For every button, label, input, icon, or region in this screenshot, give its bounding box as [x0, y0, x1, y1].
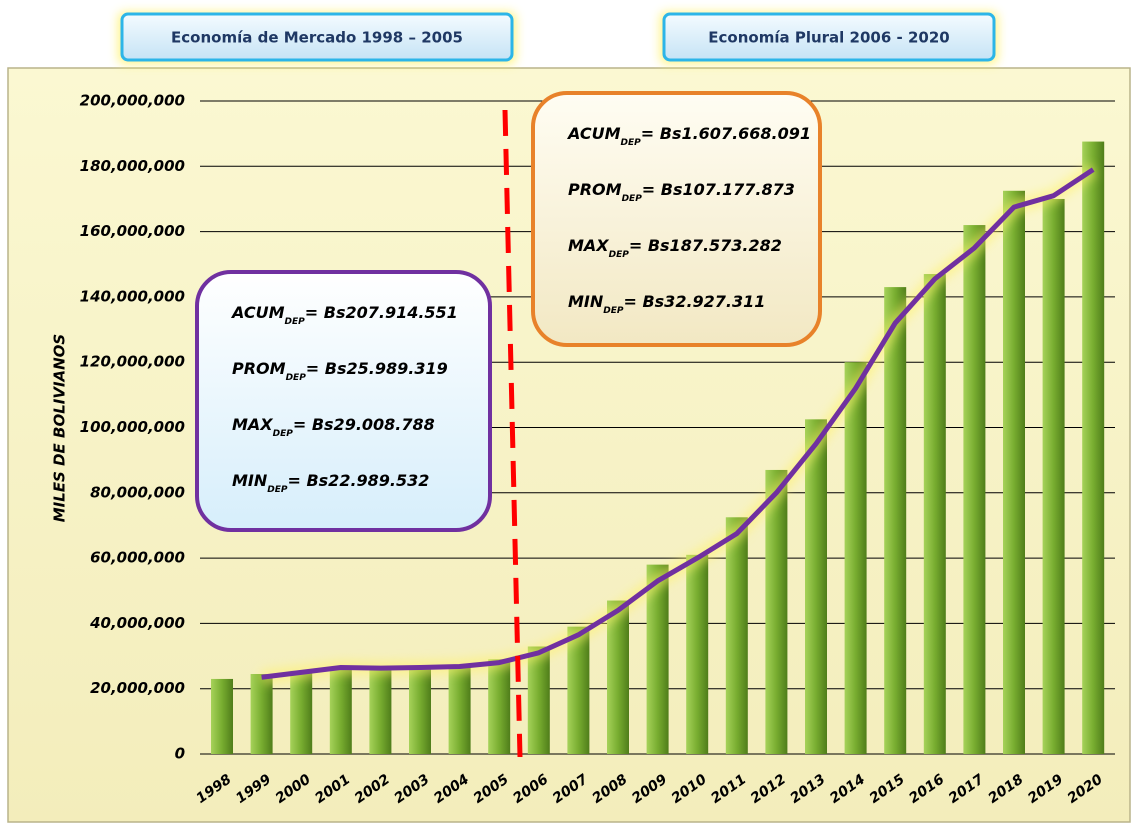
annotation-sub: DEP [285, 317, 306, 327]
y-tick-label: 100,000,000 [80, 418, 185, 436]
y-tick-label: 60,000,000 [90, 549, 185, 567]
bar [567, 626, 590, 754]
bar [1003, 190, 1025, 755]
annotation-value: = Bs207.914.551 [305, 303, 458, 322]
y-tick-label: 80,000,000 [90, 483, 185, 501]
y-tick-label: 120,000,000 [80, 353, 185, 371]
annotation: MAXDEP= Bs29.008.788 [232, 415, 435, 439]
bar [1082, 141, 1105, 754]
bar [290, 670, 313, 754]
y-tick-label: 40,000,000 [89, 614, 185, 632]
y-axis-label: MILES DE BOLIVIANOS [51, 334, 69, 523]
bar [923, 274, 946, 754]
annotation: ACUMDEP= Bs207.914.551 [230, 303, 458, 327]
bar [1042, 198, 1065, 754]
bar [844, 362, 867, 754]
bar [646, 564, 669, 754]
annotation-label: MAX [232, 415, 273, 434]
y-tick-label: 0 [175, 745, 185, 763]
annotation-sub: DEP [286, 373, 307, 383]
bar [884, 287, 907, 754]
annotation-value: = Bs187.573.282 [629, 236, 782, 255]
annotation: ACUMDEP= Bs1.607.668.091 [566, 124, 811, 148]
bar [211, 678, 233, 754]
annotation-label: MIN [568, 292, 604, 311]
annotation-value: = Bs32.927.311 [623, 292, 765, 311]
annotation-box [531, 91, 822, 347]
annotation-sub: DEP [273, 429, 294, 439]
header-right: Economía Plural 2006 - 2020 [708, 29, 949, 47]
annotation-value: = Bs22.989.532 [287, 471, 429, 490]
bar [369, 669, 392, 754]
annotation-value: = Bs25.989.319 [306, 359, 448, 378]
bar [250, 674, 273, 754]
y-tick-label: 140,000,000 [80, 287, 185, 305]
bar [765, 469, 788, 754]
bar [963, 225, 986, 754]
annotation-sub: DEP [267, 485, 288, 495]
bar [527, 646, 550, 754]
annotation-label: ACUM [230, 303, 285, 322]
bar [686, 554, 709, 754]
annotation-value: = Bs29.008.788 [293, 415, 435, 434]
header-left: Economía de Mercado 1998 – 2005 [171, 29, 463, 47]
annotation-label: PROM [232, 359, 286, 378]
annotation-value: = Bs107.177.873 [642, 180, 795, 199]
annotation: MINDEP= Bs22.989.532 [232, 471, 429, 495]
annotation-box [195, 270, 492, 532]
header-box [120, 12, 514, 62]
bar [329, 667, 352, 754]
annotation-label: PROM [568, 180, 622, 199]
y-tick-label: 200,000,000 [80, 92, 185, 110]
annotation-sub: DEP [603, 306, 624, 316]
bar [725, 517, 748, 754]
annotation-label: MAX [568, 236, 609, 255]
bar [607, 600, 629, 754]
bar [805, 419, 827, 754]
header-box [662, 12, 996, 62]
annotation-label: ACUM [566, 124, 621, 143]
bar [488, 659, 511, 754]
annotation: MAXDEP= Bs187.573.282 [568, 236, 782, 260]
annotation: PROMDEP= Bs107.177.873 [568, 180, 795, 204]
y-tick-label: 180,000,000 [80, 157, 185, 175]
annotation: PROMDEP= Bs25.989.319 [232, 359, 448, 383]
annotation-sub: DEP [622, 194, 643, 204]
annotation-sub: DEP [621, 138, 642, 148]
bar [409, 667, 431, 754]
annotation: MINDEP= Bs32.927.311 [568, 292, 765, 316]
annotation-sub: DEP [609, 250, 630, 260]
period-divider [502, 109, 523, 758]
trend-line [261, 167, 1095, 680]
annotation-label: MIN [232, 471, 268, 490]
bar [448, 664, 471, 754]
y-tick-label: 160,000,000 [80, 222, 185, 240]
y-tick-label: 20,000,000 [90, 679, 185, 697]
annotation-value: = Bs1.607.668.091 [641, 124, 811, 143]
